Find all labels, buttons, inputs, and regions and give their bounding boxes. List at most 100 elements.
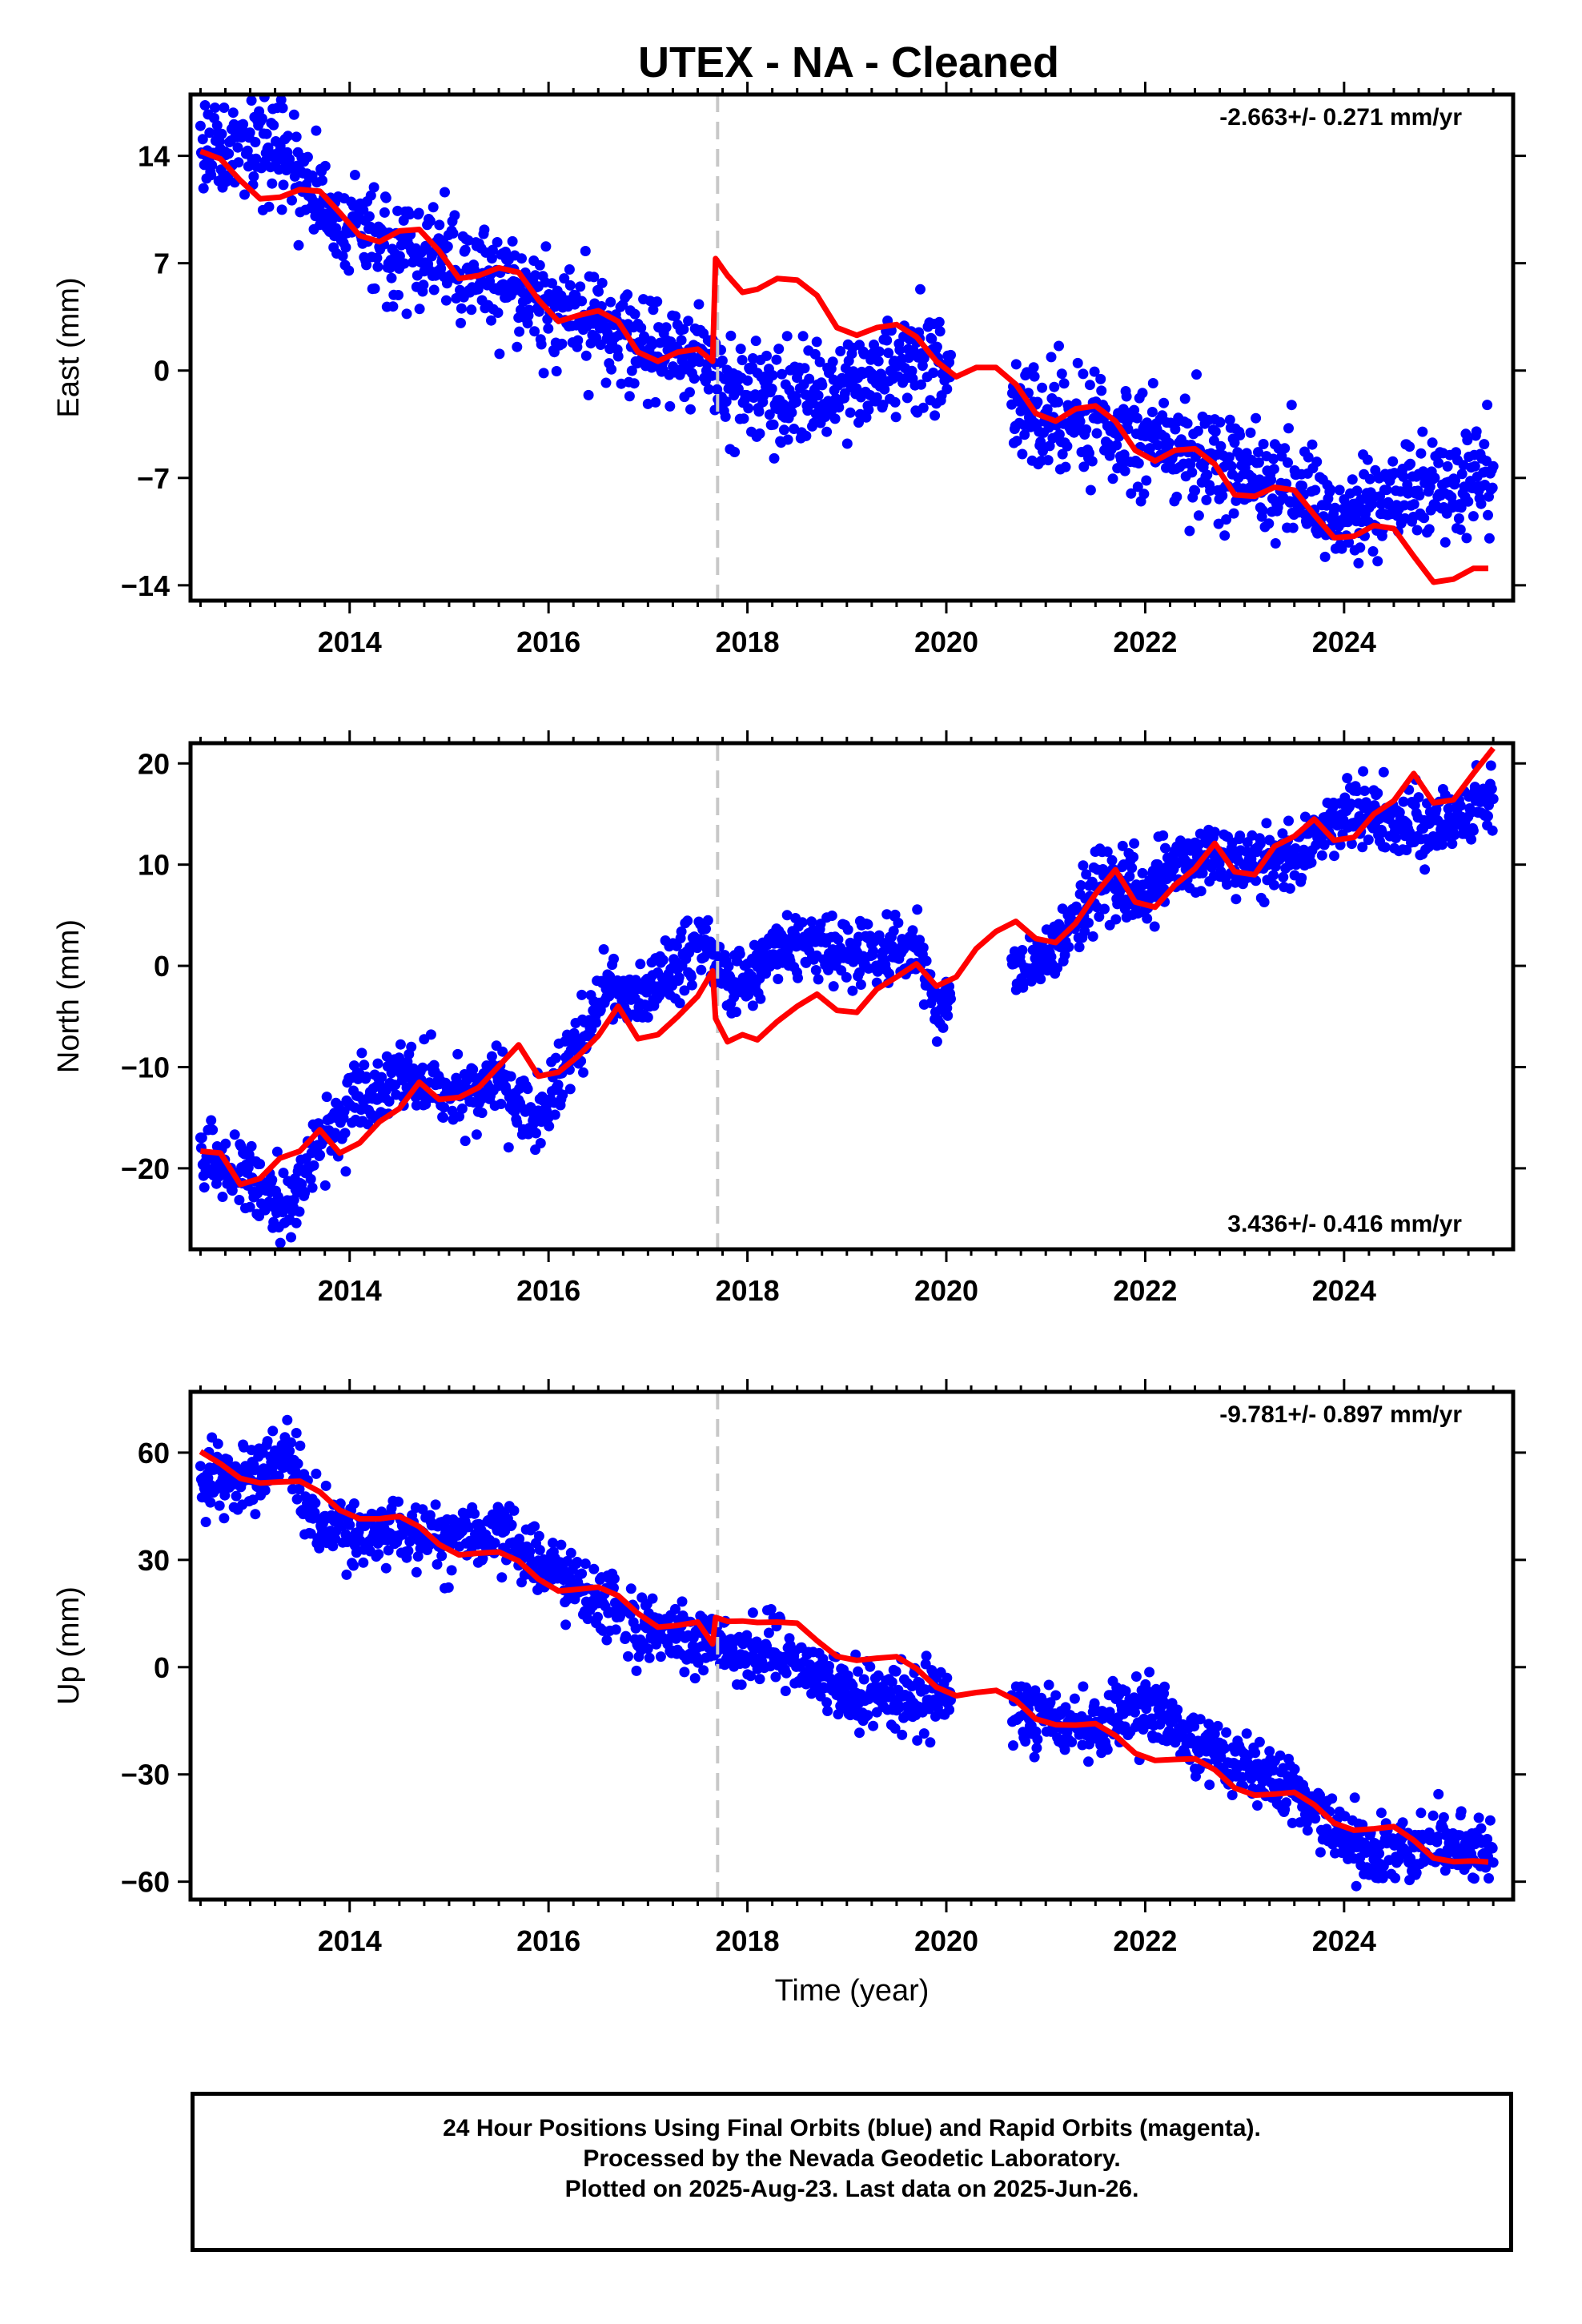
- data-point: [387, 301, 399, 312]
- data-point: [717, 355, 728, 366]
- data-point: [907, 925, 918, 936]
- data-point: [623, 1651, 633, 1662]
- data-point: [622, 289, 633, 300]
- data-point: [1339, 1811, 1351, 1822]
- data-point: [1259, 897, 1270, 907]
- data-point: [271, 1146, 283, 1157]
- data-point: [606, 364, 617, 375]
- data-point: [379, 207, 390, 218]
- rate-annotation: 3.436+/- 0.416 mm/yr: [1227, 1211, 1462, 1237]
- data-points: [195, 94, 1499, 569]
- data-point: [780, 1686, 791, 1696]
- data-point: [1215, 416, 1226, 428]
- data-point: [761, 350, 772, 361]
- data-point: [858, 1674, 869, 1685]
- data-point: [534, 259, 545, 271]
- data-point: [1224, 414, 1235, 425]
- y-tick-label: 0: [154, 950, 170, 983]
- data-point: [754, 428, 765, 439]
- data-point: [631, 1665, 642, 1676]
- data-point: [207, 159, 218, 171]
- data-point: [368, 182, 379, 193]
- data-point: [1227, 1790, 1238, 1800]
- data-point: [220, 1138, 231, 1149]
- data-point: [729, 447, 741, 457]
- data-point: [1044, 440, 1055, 452]
- data-point: [302, 151, 313, 163]
- data-point: [466, 304, 477, 316]
- data-point: [365, 190, 376, 201]
- data-point: [508, 1505, 520, 1516]
- data-point: [1257, 505, 1268, 516]
- data-point: [259, 1485, 271, 1496]
- rate-annotation: -2.663+/- 0.271 mm/yr: [1219, 104, 1462, 131]
- data-point: [529, 1521, 540, 1532]
- chart-title: UTEX - NA - Cleaned: [638, 38, 1059, 86]
- data-point: [1286, 400, 1297, 411]
- data-point: [232, 142, 243, 153]
- data-point: [1381, 485, 1392, 496]
- data-point: [833, 1709, 844, 1720]
- data-point: [1250, 1747, 1261, 1759]
- data-point: [944, 1704, 955, 1715]
- data-point: [250, 137, 261, 147]
- data-point: [1449, 830, 1460, 841]
- data-point: [620, 1630, 632, 1642]
- data-point: [854, 967, 865, 978]
- data-point: [291, 1428, 302, 1438]
- data-point: [583, 389, 594, 400]
- data-point: [862, 919, 873, 930]
- data-point: [1469, 460, 1480, 472]
- data-point: [1129, 838, 1140, 849]
- data-point: [205, 1497, 216, 1508]
- data-point: [823, 964, 833, 975]
- data-point: [1327, 1793, 1338, 1804]
- data-point: [246, 95, 257, 106]
- data-point: [261, 128, 272, 139]
- data-point: [889, 396, 901, 408]
- data-point: [452, 1048, 464, 1059]
- data-point: [1306, 857, 1317, 868]
- data-point: [292, 1458, 303, 1470]
- data-point: [1264, 1746, 1275, 1757]
- data-point: [214, 1500, 225, 1511]
- data-point: [786, 407, 797, 418]
- data-point: [494, 348, 505, 360]
- data-point: [1351, 786, 1363, 797]
- data-point: [1287, 522, 1299, 533]
- data-point: [516, 253, 527, 264]
- data-point: [1128, 851, 1139, 862]
- data-point: [263, 142, 274, 153]
- data-point: [1059, 950, 1070, 960]
- data-point: [399, 258, 410, 269]
- data-point: [544, 1120, 555, 1132]
- data-point: [1095, 373, 1106, 384]
- data-point: [580, 246, 591, 256]
- data-point: [873, 356, 884, 367]
- data-point: [1374, 1848, 1385, 1860]
- data-point: [216, 128, 227, 139]
- data-point: [1253, 457, 1264, 468]
- data-point: [1130, 1707, 1140, 1718]
- y-tick-label: 0: [154, 355, 170, 388]
- data-point: [588, 1563, 600, 1574]
- data-point: [219, 103, 230, 113]
- data-point: [1347, 474, 1358, 485]
- data-point: [503, 1142, 514, 1153]
- data-point: [942, 1010, 954, 1021]
- data-point: [219, 1490, 231, 1501]
- data-point: [1099, 903, 1110, 915]
- data-point: [1334, 485, 1345, 496]
- data-point: [753, 406, 765, 417]
- data-point: [1437, 839, 1447, 850]
- data-point: [1132, 481, 1143, 493]
- data-point: [556, 1539, 567, 1550]
- data-point: [1049, 381, 1060, 392]
- data-point: [1189, 1721, 1200, 1732]
- data-point: [1252, 1800, 1263, 1811]
- data-point: [440, 187, 450, 198]
- data-point: [1413, 792, 1424, 803]
- data-point: [307, 1182, 318, 1193]
- data-point: [206, 170, 217, 181]
